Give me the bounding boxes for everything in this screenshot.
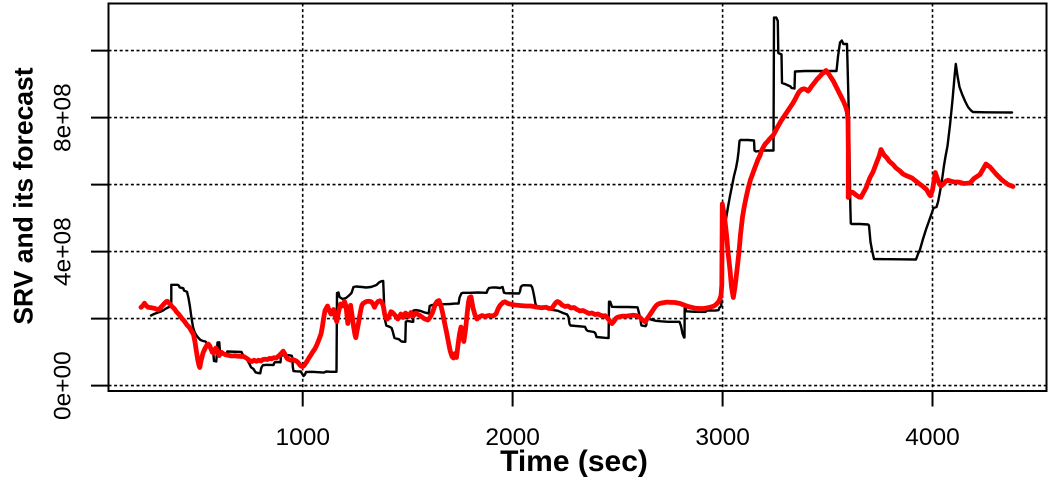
svg-text:4e+08: 4e+08 [50,217,77,286]
svg-text:1000: 1000 [275,424,330,451]
svg-text:SRV and its forecast: SRV and its forecast [9,67,39,324]
svg-text:0e+00: 0e+00 [50,351,77,420]
svg-text:Time (sec): Time (sec) [500,445,648,478]
svg-text:2000: 2000 [485,424,540,451]
svg-text:4000: 4000 [905,424,960,451]
svg-text:3000: 3000 [695,424,750,451]
svg-text:8e+08: 8e+08 [50,83,77,152]
